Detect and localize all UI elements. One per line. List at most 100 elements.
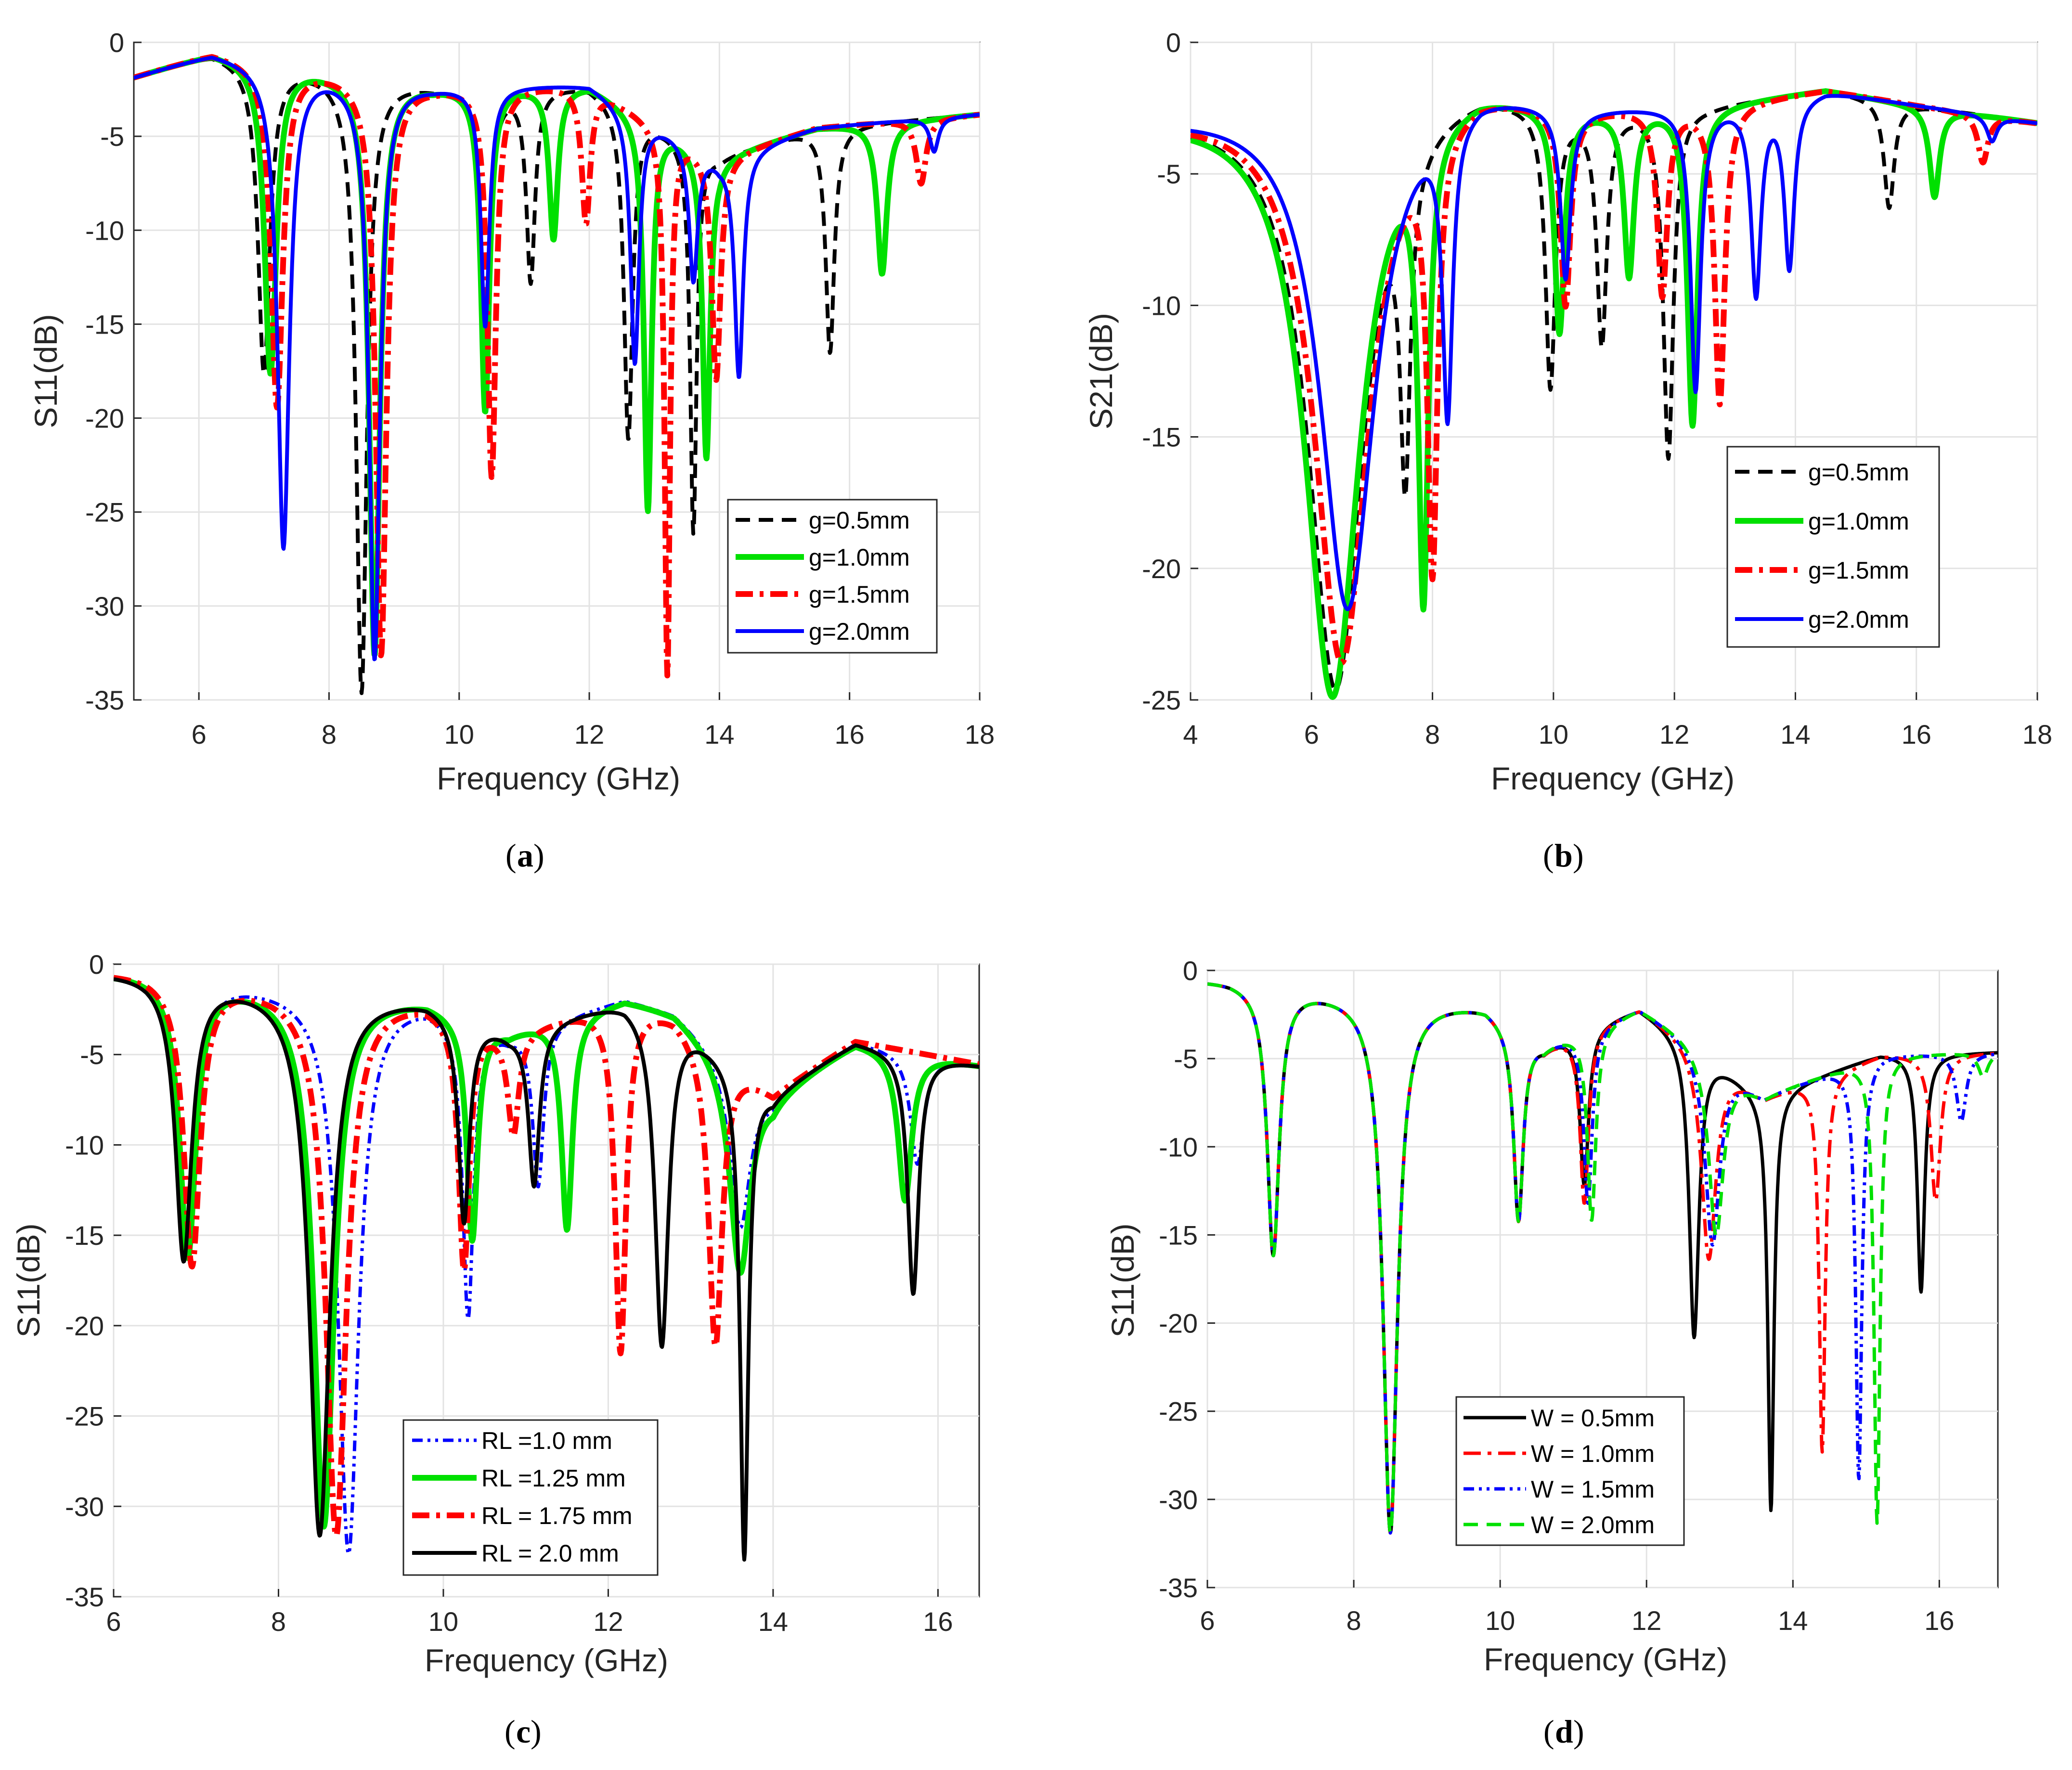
panel-b-ytick-label: 0 bbox=[1166, 27, 1181, 58]
panel-d: 6 8 10 12 14 16 0 -5 -10 -15 -20 -25 -30 -35 Frequen… bbox=[1105, 956, 1999, 1750]
panel-c-xtick-label: 10 bbox=[428, 1606, 458, 1637]
panel-a-legend-label-0: g=0.5mm bbox=[809, 507, 910, 534]
panel-b-xtick-label: 8 bbox=[1425, 719, 1440, 749]
panel-a-ytick-label: -5 bbox=[100, 121, 124, 152]
panel-b-yticks: 0 -5 -10 -15 -20 -25 bbox=[1142, 27, 1198, 715]
panel-a-legend: g=0.5mm g=1.0mm g=1.5mm g=2.0mm bbox=[727, 499, 938, 654]
panel-b-series-2-line bbox=[1191, 88, 2037, 666]
panel-c-legend: RL =1.0 mm RL =1.25 mm RL = 1.75 mm RL =… bbox=[402, 1419, 659, 1576]
panel-c-ytick-label: 0 bbox=[89, 949, 104, 980]
panel-a-ytick-label: -15 bbox=[85, 309, 124, 339]
panel-c-xtick-label: 14 bbox=[758, 1606, 788, 1637]
panel-a-legend-label-1: g=1.0mm bbox=[809, 544, 910, 571]
panel-b-ytick-label: -10 bbox=[1142, 290, 1181, 321]
panel-a-yticks: 0 -5 -10 -15 -20 -25 -30 -35 bbox=[85, 27, 142, 715]
panel-c-legend-box bbox=[402, 1419, 659, 1576]
panel-c-xtick-label: 8 bbox=[271, 1606, 286, 1637]
panel-a: 6 8 10 12 14 16 18 0 -5 -10 -15 -20 -25 -30 -35 Frequ… bbox=[28, 27, 995, 874]
panel-b-caption-open: ( bbox=[1543, 837, 1554, 874]
panel-d-legend: W = 0.5mm W = 1.0mm W = 1.5mm W = 2.0mm bbox=[1455, 1396, 1685, 1546]
panel-d-legend-label-1: W = 1.0mm bbox=[1531, 1440, 1655, 1467]
panel-d-caption-close: ) bbox=[1573, 1713, 1584, 1750]
panel-a-xtick-label: 18 bbox=[965, 719, 995, 749]
panel-d-yticks: 0 -5 -10 -15 -20 -25 -30 -35 bbox=[1159, 956, 1215, 1603]
panel-b-ytick-label: -25 bbox=[1142, 685, 1181, 715]
panel-c-series bbox=[114, 975, 979, 1562]
panel-d-ytick-label: -20 bbox=[1159, 1308, 1198, 1339]
panel-a-caption-open: ( bbox=[505, 837, 517, 874]
panel-d-caption-open: ( bbox=[1543, 1713, 1554, 1750]
panel-c-series-0-line bbox=[114, 976, 979, 1556]
panel-b-legend-label-0: g=0.5mm bbox=[1808, 459, 1909, 486]
panel-b-xtick-label: 14 bbox=[1780, 719, 1810, 749]
panel-b-series-3-line bbox=[1191, 94, 2037, 611]
panel-b-xticks: 4 6 8 10 12 14 16 18 bbox=[1183, 692, 2052, 749]
panel-c-ytick-label: -30 bbox=[65, 1491, 104, 1522]
panel-b-caption-close: ) bbox=[1573, 837, 1584, 874]
panel-c-legend-label-2: RL = 1.75 mm bbox=[481, 1502, 633, 1529]
panel-d-xtick-label: 8 bbox=[1346, 1605, 1361, 1636]
panel-a-caption: a bbox=[517, 837, 533, 874]
panel-d-ytick-label: -15 bbox=[1159, 1220, 1198, 1250]
panel-c-ylabel: S11(dB) bbox=[11, 1223, 46, 1337]
panel-d-ytick-label: -5 bbox=[1174, 1044, 1198, 1074]
panel-b-legend-label-2: g=1.5mm bbox=[1808, 557, 1909, 584]
panel-c-ytick-label: -35 bbox=[65, 1582, 104, 1612]
panel-c-legend-label-1: RL =1.25 mm bbox=[481, 1465, 626, 1492]
panel-c-ytick-label: -15 bbox=[65, 1220, 104, 1251]
panel-d-legend-box bbox=[1455, 1396, 1685, 1546]
panel-c-yticks: 0 -5 -10 -15 -20 -25 -30 -35 bbox=[65, 949, 121, 1612]
panel-c-xtick-label: 6 bbox=[106, 1606, 121, 1637]
panel-c-series-3-line bbox=[114, 977, 979, 1562]
panel-d-series bbox=[1207, 982, 1998, 1535]
panel-d-ytick-label: -25 bbox=[1159, 1396, 1198, 1427]
panel-a-ytick-label: 0 bbox=[109, 27, 124, 58]
panel-b-legend-label-1: g=1.0mm bbox=[1808, 508, 1909, 535]
panel-c-ytick-label: -10 bbox=[65, 1130, 104, 1160]
panel-b-xtick-label: 18 bbox=[2022, 719, 2052, 749]
panel-a-xtick-label: 10 bbox=[444, 719, 474, 749]
panel-a-xticks: 6 8 10 12 14 16 18 bbox=[192, 692, 995, 749]
panel-b-ytick-label: -15 bbox=[1142, 422, 1181, 452]
panel-a-xtick-label: 14 bbox=[704, 719, 734, 749]
panel-a-ytick-label: -30 bbox=[85, 591, 124, 621]
panel-d-ytick-label: -35 bbox=[1159, 1573, 1198, 1603]
panel-a-ylabel: S11(dB) bbox=[28, 314, 64, 428]
panel-d-xtick-label: 14 bbox=[1778, 1605, 1808, 1636]
panel-a-legend-box bbox=[727, 499, 938, 654]
panel-d-legend-label-2: W = 1.5mm bbox=[1531, 1476, 1655, 1503]
panel-d-xtick-label: 10 bbox=[1485, 1605, 1515, 1636]
panel-a-xtick-label: 16 bbox=[835, 719, 865, 749]
panel-b-legend-label-3: g=2.0mm bbox=[1808, 606, 1909, 633]
panel-a-series-0-line bbox=[134, 57, 980, 695]
panel-c-caption: c bbox=[516, 1713, 531, 1750]
panel-c-ytick-label: -25 bbox=[65, 1401, 104, 1432]
panel-a-legend-label-3: g=2.0mm bbox=[809, 618, 910, 645]
panel-b-xtick-label: 6 bbox=[1304, 719, 1319, 749]
panel-a-ytick-label: -20 bbox=[85, 403, 124, 434]
panel-a-caption-close: ) bbox=[533, 837, 544, 874]
panel-a-xtick-label: 12 bbox=[574, 719, 604, 749]
panel-d-ylabel: S11(dB) bbox=[1105, 1223, 1140, 1337]
panel-b: 4 6 8 10 12 14 16 18 0 -5 -10 -15 -20 -25 Frequency … bbox=[1083, 27, 2052, 874]
panel-d-xtick-label: 6 bbox=[1200, 1605, 1215, 1636]
panel-a-ytick-label: -35 bbox=[85, 685, 124, 715]
panel-c-caption-close: ) bbox=[531, 1713, 542, 1750]
panel-d-xticks: 6 8 10 12 14 16 bbox=[1200, 1580, 1955, 1636]
panel-c-legend-label-0: RL =1.0 mm bbox=[481, 1427, 612, 1454]
panel-b-xtick-label: 12 bbox=[1659, 719, 1689, 749]
panel-b-series bbox=[1191, 88, 2037, 700]
panel-a-series-3-line bbox=[134, 55, 980, 661]
panel-a-xtick-label: 6 bbox=[192, 719, 207, 749]
panel-d-caption: d bbox=[1555, 1713, 1573, 1750]
panel-c-ytick-label: -20 bbox=[65, 1311, 104, 1341]
panel-b-xtick-label: 10 bbox=[1539, 719, 1568, 749]
panel-a-ytick-label: -10 bbox=[85, 215, 124, 245]
panel-b-legend: g=0.5mm g=1.0mm g=1.5mm g=2.0mm bbox=[1726, 446, 1940, 648]
panel-b-xlabel: Frequency (GHz) bbox=[1491, 761, 1735, 796]
panel-a-xlabel: Frequency (GHz) bbox=[437, 761, 680, 796]
panel-b-xtick-label: 4 bbox=[1183, 719, 1198, 749]
panel-c-legend-label-3: RL = 2.0 mm bbox=[481, 1540, 619, 1567]
panel-d-ytick-label: 0 bbox=[1183, 956, 1198, 986]
panel-d-xlabel: Frequency (GHz) bbox=[1484, 1641, 1727, 1677]
